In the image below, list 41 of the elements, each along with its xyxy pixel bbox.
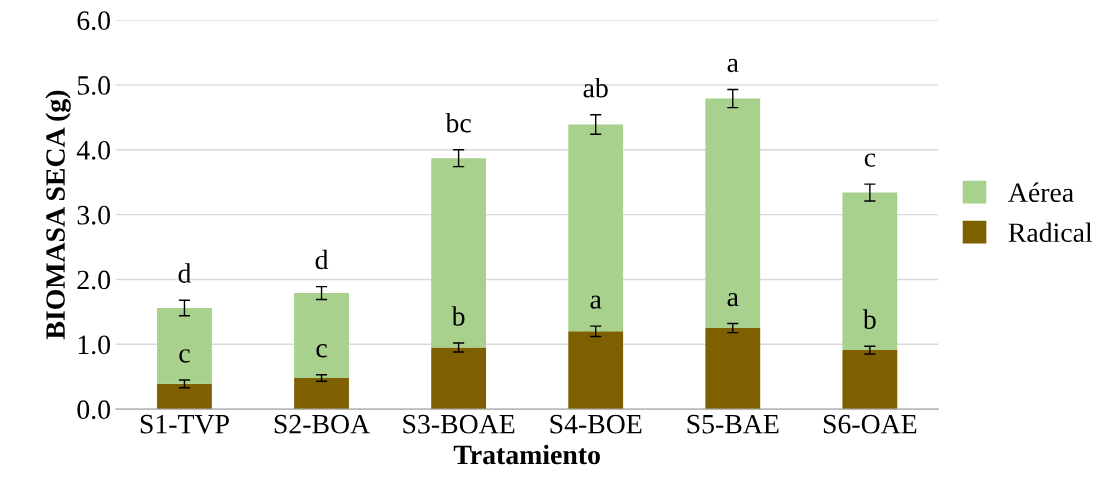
legend-label: Radical	[1008, 222, 1093, 243]
y-tick-label: 1.0	[78, 335, 110, 355]
annotation: c	[316, 344, 327, 358]
y-tick-label: 6.0	[77, 11, 110, 31]
x-tick-label: S3-BOAE	[403, 414, 515, 434]
bar	[705, 328, 761, 410]
bar	[705, 98, 761, 329]
x-tick-label: S4-BOE	[550, 414, 642, 434]
bar	[568, 124, 624, 332]
annotation: c	[179, 349, 190, 363]
annotation: a	[727, 58, 739, 73]
annotation: b	[451, 306, 465, 326]
bar	[431, 347, 487, 410]
y-axis-title: BIOMASA SECA (g)	[45, 90, 71, 340]
annotation: a	[727, 292, 739, 307]
y-tick-label: 3.0	[77, 205, 110, 225]
x-tick-label: S2-BOA	[274, 414, 370, 434]
x-axis-title: Tratamiento	[453, 444, 600, 465]
bar	[842, 350, 898, 410]
bar	[157, 307, 212, 384]
bar	[294, 378, 349, 410]
annotation: c	[864, 153, 876, 167]
bar	[157, 383, 212, 410]
x-tick-label: S5-BAE	[687, 414, 779, 434]
annotation: a	[590, 295, 602, 309]
annotation: d	[178, 263, 192, 283]
y-tick-label: 2.0	[77, 270, 110, 290]
bar	[431, 158, 487, 348]
annotation: ab	[583, 77, 608, 98]
x-tick-label: S6-OAE	[823, 414, 917, 434]
annotation: d	[315, 249, 329, 270]
y-tick-label: 4.0	[76, 140, 110, 160]
legend-label: Aérea	[1008, 182, 1074, 203]
annotation: bc	[445, 112, 471, 133]
x-tick-label: S1-TVP	[140, 414, 229, 434]
y-tick-label: 0.0	[77, 400, 110, 420]
bar	[842, 192, 898, 351]
bar	[294, 293, 349, 379]
annotation: b	[862, 309, 876, 329]
y-tick-label: 5.0	[77, 76, 110, 95]
bar	[568, 331, 624, 410]
